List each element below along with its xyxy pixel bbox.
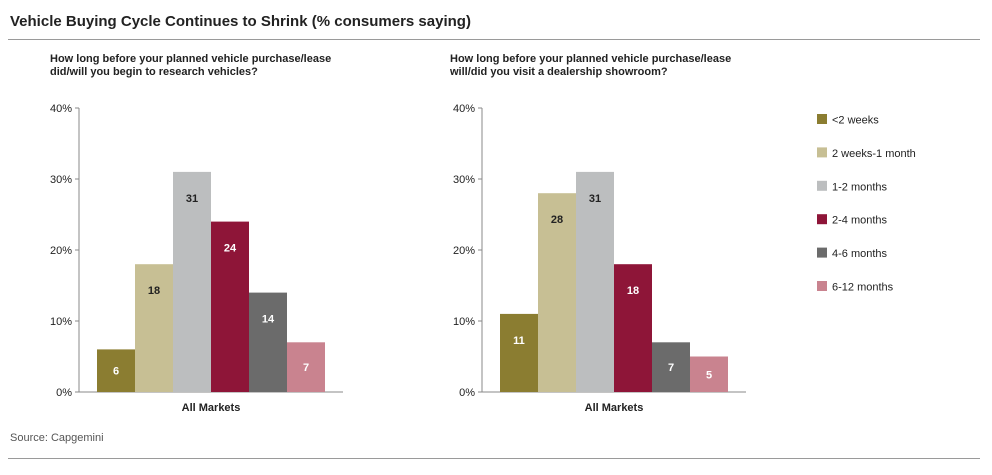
y-tick-label: 40% bbox=[453, 103, 475, 115]
legend-label: <2 weeks bbox=[832, 115, 879, 127]
bar-value-label: 6 bbox=[113, 366, 119, 378]
top-rule bbox=[8, 39, 980, 40]
bottom-rule bbox=[8, 458, 980, 459]
bar bbox=[538, 193, 576, 392]
y-tick-label: 10% bbox=[50, 316, 72, 328]
bar bbox=[614, 264, 652, 392]
bar-value-label: 24 bbox=[224, 243, 237, 255]
bar-value-label: 18 bbox=[148, 285, 160, 297]
x-category-label: All Markets bbox=[585, 402, 644, 414]
bar-value-label: 11 bbox=[513, 335, 525, 347]
chart-question-line: How long before your planned vehicle pur… bbox=[450, 53, 731, 65]
chart-question-line: How long before your planned vehicle pur… bbox=[50, 53, 331, 65]
bar bbox=[97, 349, 135, 392]
legend-swatch bbox=[817, 147, 827, 158]
y-tick-label: 10% bbox=[453, 316, 475, 328]
bar-value-label: 18 bbox=[627, 285, 639, 297]
legend-label: 2 weeks-1 month bbox=[832, 148, 916, 160]
y-tick-label: 20% bbox=[50, 245, 72, 257]
bar-value-label: 7 bbox=[303, 362, 309, 374]
legend-label: 4-6 months bbox=[832, 248, 888, 260]
bar bbox=[576, 171, 614, 392]
y-tick-label: 0% bbox=[56, 387, 72, 399]
legend-swatch bbox=[817, 180, 827, 191]
legend-label: 2-4 months bbox=[832, 215, 888, 227]
chart-question-line: did/will you begin to research vehicles? bbox=[50, 66, 258, 78]
y-tick-label: 0% bbox=[459, 387, 475, 399]
bar bbox=[173, 171, 211, 392]
legend-label: 1-2 months bbox=[832, 181, 888, 193]
bar-value-label: 31 bbox=[589, 193, 601, 205]
bar bbox=[690, 356, 728, 392]
bar-value-label: 7 bbox=[668, 362, 674, 374]
y-tick-label: 20% bbox=[453, 245, 475, 257]
legend-swatch bbox=[817, 114, 827, 124]
bar bbox=[211, 221, 249, 392]
y-tick-label: 30% bbox=[453, 174, 475, 186]
source-note: Source: Capgemini bbox=[10, 432, 104, 444]
bar-value-label: 14 bbox=[262, 314, 275, 326]
x-category-label: All Markets bbox=[182, 402, 241, 414]
figure-title: Vehicle Buying Cycle Continues to Shrink… bbox=[10, 13, 471, 30]
bar bbox=[500, 313, 538, 392]
bar bbox=[135, 264, 173, 392]
bar bbox=[287, 342, 325, 392]
y-tick-label: 40% bbox=[50, 103, 72, 115]
bar-value-label: 5 bbox=[706, 369, 712, 381]
legend-swatch bbox=[817, 281, 827, 291]
legend-label: 6-12 months bbox=[832, 282, 894, 294]
bar-value-label: 31 bbox=[186, 193, 198, 205]
bar bbox=[652, 342, 690, 392]
bar bbox=[249, 292, 287, 392]
chart-question-line: will/did you visit a dealership showroom… bbox=[449, 66, 668, 78]
y-tick-label: 30% bbox=[50, 174, 72, 186]
legend-swatch bbox=[817, 247, 827, 258]
bar-value-label: 28 bbox=[551, 214, 563, 226]
legend-swatch bbox=[817, 214, 827, 225]
